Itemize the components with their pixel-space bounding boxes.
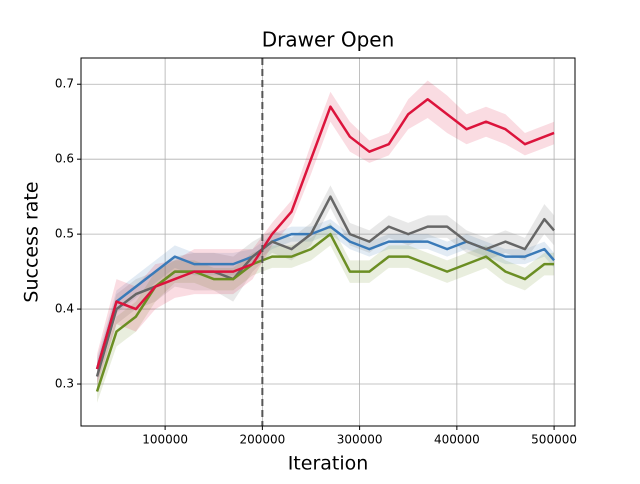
error-band (97, 185, 555, 392)
x-tick-label: 100000 (142, 433, 188, 447)
y-tick-label: 0.5 (55, 227, 74, 241)
y-tick-label: 0.6 (55, 152, 74, 166)
x-axis-label: Iteration (288, 453, 369, 475)
x-tick-label: 400000 (434, 433, 480, 447)
x-tick-label: 300000 (337, 433, 383, 447)
series-line (95, 232, 555, 392)
series-line (95, 97, 555, 370)
y-axis-label: Success rate (21, 181, 43, 302)
y-tick-label: 0.3 (55, 377, 74, 391)
chart-title: Drawer Open (262, 28, 395, 52)
x-tick-label: 200000 (239, 433, 285, 447)
error-band (97, 219, 555, 381)
x-tick-label: 500000 (531, 433, 577, 447)
plot-frame (80, 57, 576, 427)
y-tick-label: 0.7 (55, 77, 74, 91)
y-tick-label: 0.4 (55, 302, 74, 316)
